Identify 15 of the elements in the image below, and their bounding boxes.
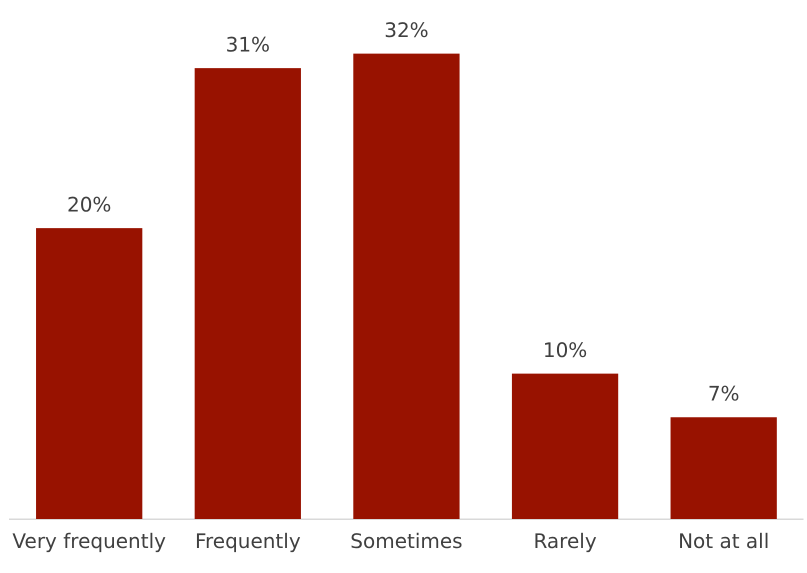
data-label: 20%	[66, 192, 112, 216]
x-tick-label: Frequently	[194, 529, 301, 554]
data-label: 10%	[542, 338, 588, 362]
bar	[512, 374, 618, 519]
data-label: 31%	[226, 32, 270, 56]
x-tick-label: Not at all	[678, 529, 770, 554]
bar	[670, 417, 777, 519]
x-tick-label: Rarely	[533, 529, 597, 554]
bar	[194, 68, 301, 519]
bar	[36, 228, 142, 519]
data-label: 32%	[384, 18, 429, 42]
x-tick-label: Very frequently	[12, 529, 166, 554]
x-tick-label: Sometimes	[350, 529, 463, 554]
data-label: 7%	[708, 381, 740, 406]
bar	[353, 54, 460, 519]
